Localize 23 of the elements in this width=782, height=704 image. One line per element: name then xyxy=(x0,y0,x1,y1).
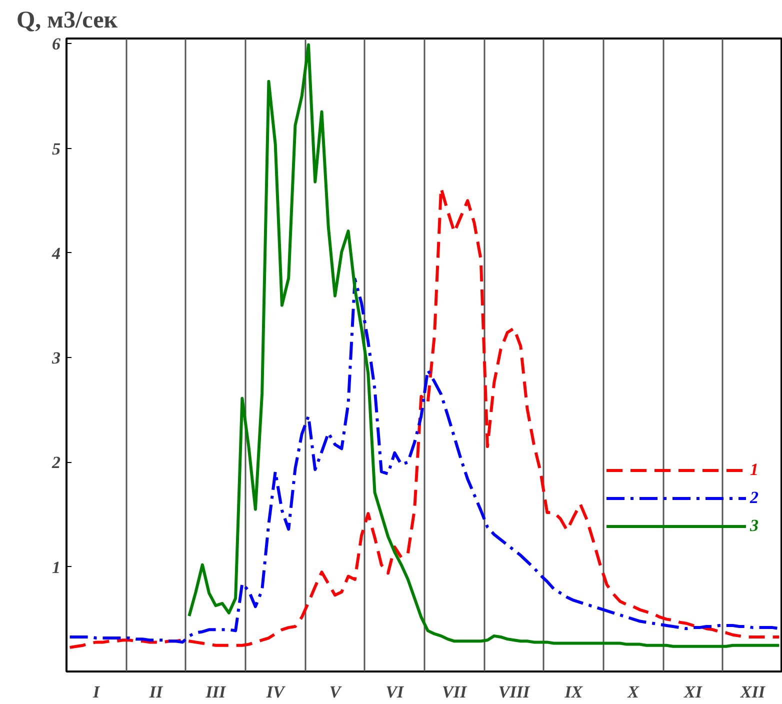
y-tick-label: 1 xyxy=(52,558,60,577)
y-axis-title: Q, м3/сек xyxy=(16,8,118,34)
x-tick-label: VII xyxy=(442,682,468,702)
y-tick-label: 3 xyxy=(51,348,61,368)
line-series xyxy=(188,43,781,648)
x-tick-label: VIII xyxy=(498,682,531,702)
x-tick-label: I xyxy=(92,682,102,702)
x-tick-label: II xyxy=(148,682,164,702)
y-tick-label: 6 xyxy=(52,34,61,54)
x-tick-label: V xyxy=(329,682,342,702)
text: 3 xyxy=(750,516,760,536)
x-tick-label: XI xyxy=(683,682,704,702)
y-tick-label: 2 xyxy=(51,453,61,472)
x-tick-label: IV xyxy=(265,682,286,702)
y-tick-label: 5 xyxy=(52,139,61,158)
text: 1 xyxy=(750,460,760,480)
x-tick-label: XII xyxy=(739,682,766,702)
x-tick-label: III xyxy=(204,682,227,702)
x-tick-label: IX xyxy=(564,682,584,702)
text: 2 xyxy=(750,488,760,508)
y-tick-label: 4 xyxy=(51,244,60,263)
x-tick-label: VI xyxy=(386,682,406,702)
x-tick-label: X xyxy=(626,682,640,702)
